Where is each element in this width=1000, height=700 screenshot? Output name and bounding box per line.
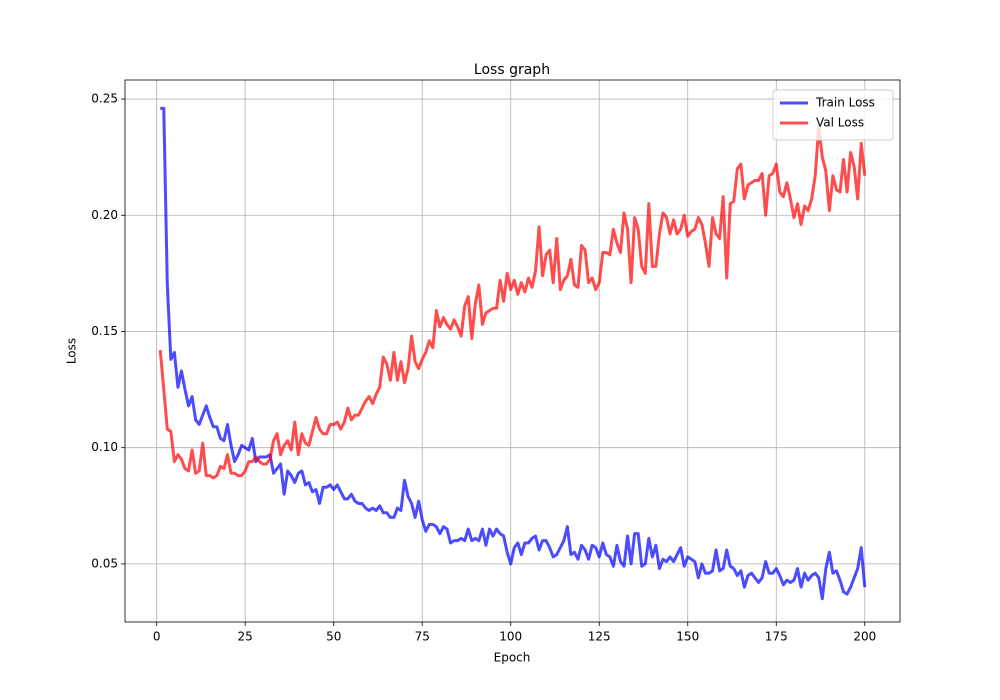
y-tick-label: 0.20 [91,208,118,222]
line-series [158,125,867,480]
plot-frame [124,79,901,623]
x-tick-label: 50 [326,630,341,644]
x-tick-label: 0 [153,630,161,644]
x-axis-label: Epoch [494,651,531,665]
x-tick-label: 200 [853,630,876,644]
legend: Train Loss Val Loss [772,89,894,141]
legend-label: Train Loss [815,96,875,110]
y-tick-label: 0.25 [91,92,118,106]
x-tick-label: 75 [415,630,430,644]
chart-title: Loss graph [474,62,550,78]
x-tick-label: 150 [676,630,699,644]
y-tick-label: 0.10 [91,440,118,454]
x-tick-label: 100 [499,630,522,644]
y-tick-label: 0.05 [91,556,118,570]
x-tick-label: 125 [588,630,611,644]
x-tick-label: 25 [238,630,253,644]
y-axis-label: Loss [65,338,79,364]
x-tick-label: 175 [765,630,788,644]
legend-label: Val Loss [816,116,864,130]
line-series [160,106,867,601]
y-tick-label: 0.15 [91,324,118,338]
